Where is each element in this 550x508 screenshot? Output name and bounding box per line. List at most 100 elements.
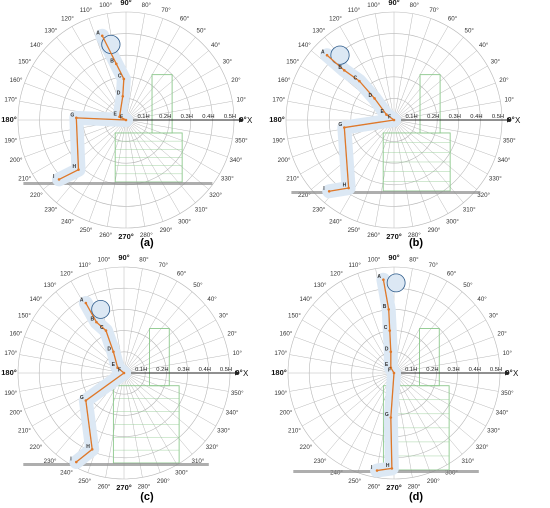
angle-label: 230° (44, 458, 57, 465)
joint-D (373, 97, 376, 100)
joint-E (389, 366, 393, 370)
angle-label: 280° (138, 483, 151, 490)
angle-label: 160° (10, 331, 23, 338)
angle-label: 150° (18, 313, 31, 320)
grid-spoke (340, 372, 395, 465)
grid-spoke (125, 13, 146, 121)
grid-spoke (125, 18, 164, 121)
height-tick-label: 0.2H (426, 367, 438, 373)
grid-spoke (19, 354, 125, 374)
height-tick-label: 0.5H (224, 114, 236, 120)
angle-label: 90° (388, 253, 399, 262)
joint-label: E (112, 362, 116, 368)
grid-spoke (24, 336, 125, 374)
grid-spoke (32, 65, 127, 121)
joint-D (112, 350, 115, 354)
joint-I (57, 178, 61, 181)
grid-spoke (70, 372, 125, 465)
angle-label: 200° (280, 409, 293, 416)
angle-label: 100° (98, 257, 111, 264)
angle-label: 240° (61, 218, 74, 225)
grid-spoke (105, 372, 125, 478)
joint-I (75, 460, 78, 464)
angle-label: 250° (78, 478, 91, 485)
angle-label: 270° (118, 232, 134, 241)
joint-label: E (380, 109, 384, 115)
joint-D (121, 94, 125, 98)
grid-spoke (393, 281, 448, 374)
grid-spoke (123, 372, 206, 442)
angle-label: 150° (18, 59, 31, 66)
grid-spoke (393, 119, 449, 214)
joint-label: I (53, 174, 55, 180)
grid-spoke (125, 50, 209, 121)
angle-label: 110° (80, 7, 93, 14)
angle-label: 30° (491, 59, 501, 66)
x-axis: X 0.1H 0.2H 0.3H 0.4H 0.5H (394, 114, 521, 125)
grid-spoke (393, 372, 448, 465)
grid-spoke (393, 119, 477, 190)
angle-label: 170° (4, 97, 17, 104)
grid-spoke (325, 291, 395, 374)
grid-spoke (393, 65, 488, 121)
angle-label: 210° (18, 176, 31, 183)
grid-spoke (393, 336, 494, 374)
joint-H (347, 186, 350, 190)
angle-label: 300° (445, 470, 458, 477)
height-tick-label: 0.3H (181, 114, 193, 120)
angle-label: 130° (314, 282, 327, 289)
angle-label: 160° (280, 331, 293, 338)
grid-spoke (125, 119, 181, 214)
grid-spoke (393, 13, 414, 121)
angle-label: 240° (330, 470, 343, 477)
height-tick-label: 0.3H (177, 367, 189, 373)
angle-label: 80° (410, 2, 420, 9)
angle-label: 30° (219, 313, 229, 320)
joint-label: A (321, 50, 325, 56)
grid-spoke (125, 26, 181, 121)
angle-label: 290° (160, 227, 173, 234)
angle-label: 80° (142, 2, 152, 9)
joint-E (385, 113, 388, 116)
grid-spoke (123, 319, 216, 374)
angle-label: 120° (61, 16, 74, 23)
joint-label: H (386, 463, 390, 469)
panel-caption: (d) (409, 491, 423, 503)
floor (291, 191, 481, 194)
x-axis-label: X (247, 116, 253, 125)
grid-spoke (125, 119, 220, 175)
grid-spoke (356, 119, 395, 222)
joint-label: G (385, 412, 389, 418)
angle-label: 270° (386, 483, 402, 492)
grid-spoke (123, 354, 229, 374)
angle-label: 200° (278, 157, 291, 164)
angle-label: 240° (329, 218, 342, 225)
height-tick-label: 0.5H (490, 367, 502, 373)
grid-spoke (125, 119, 228, 158)
angle-label: 220° (299, 444, 312, 451)
angle-label: 250° (348, 478, 361, 485)
skeleton: A B C D EF G H I (371, 274, 396, 472)
joint-F (392, 118, 396, 122)
grid-spoke (393, 119, 488, 175)
angle-label: 200° (10, 157, 23, 164)
joint-label: B (338, 65, 342, 71)
angle-label: 90° (388, 0, 399, 7)
angle-label: 300° (175, 470, 188, 477)
angle-label: 300° (178, 218, 191, 225)
angle-label: 30° (489, 313, 499, 320)
angle-label: 330° (221, 176, 234, 183)
height-tick-label: 0.1H (135, 367, 147, 373)
angle-label: 150° (288, 313, 301, 320)
skeleton: A B C D EF G H I (321, 50, 396, 193)
joint-D (389, 350, 393, 354)
joint-B (387, 308, 391, 311)
angle-label: 190° (272, 137, 285, 144)
x-axis-label: X (515, 116, 521, 125)
angle-label: 50° (463, 282, 473, 289)
angle-label: 280° (140, 232, 153, 239)
joint-label: H (343, 183, 347, 189)
angle-label: 180° (269, 115, 285, 124)
joint-E (118, 115, 121, 119)
height-tick-label: 0.5H (220, 367, 232, 373)
